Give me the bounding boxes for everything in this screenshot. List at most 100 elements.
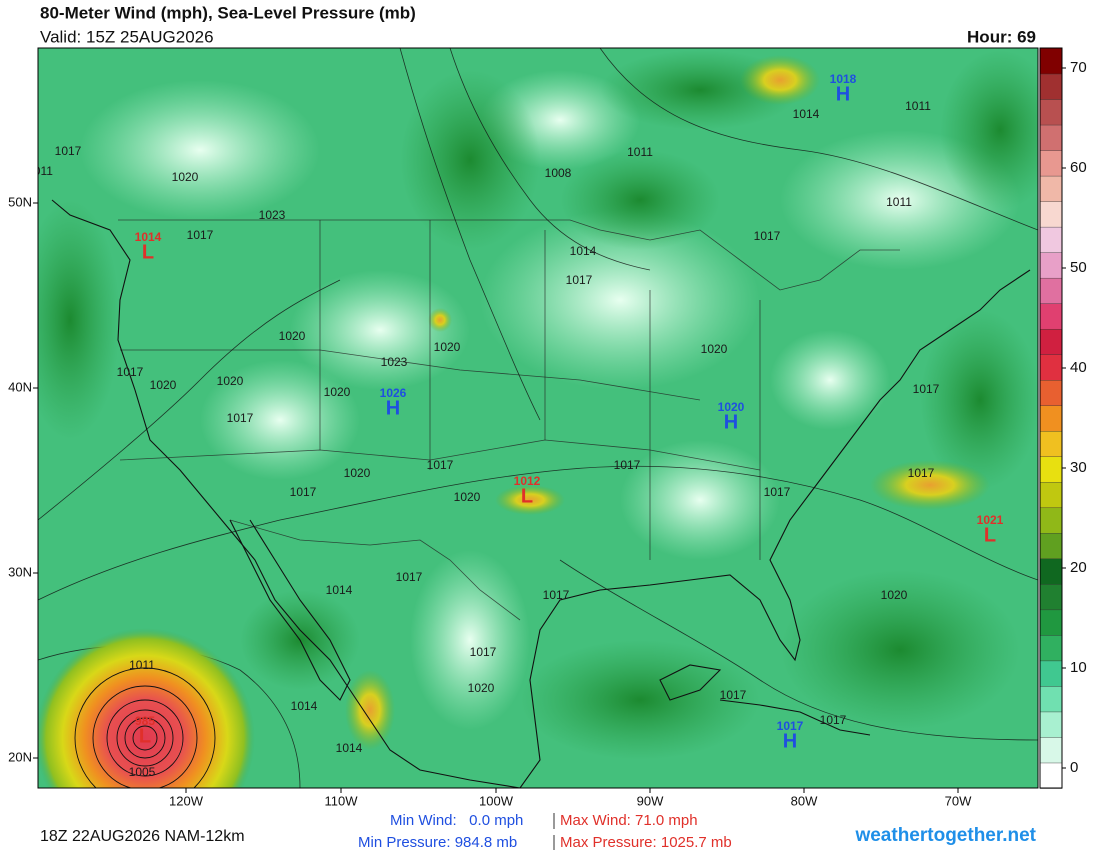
center-pressure: 1017	[777, 719, 804, 733]
isobar-label: 1005	[129, 765, 156, 779]
isobar-label: 1017	[720, 688, 747, 702]
isobar-label: 1017	[908, 466, 935, 480]
isobar-label: 1017	[543, 588, 570, 602]
colorbar-frame	[1039, 47, 1063, 789]
lon-label: 70W	[945, 793, 972, 808]
wind-shading	[770, 330, 890, 430]
isobar-label: 1017	[470, 645, 497, 659]
wind-shading	[520, 640, 760, 760]
wind-shading	[400, 70, 540, 250]
wind-shading	[940, 50, 1038, 210]
max-wind: Max Wind: 71.0 mph	[560, 812, 698, 829]
axes: 50N 40N 30N 20N 120W 110W 100W 90W 80W 70W	[8, 194, 972, 808]
colorbar-label: 20	[1070, 559, 1087, 576]
center-letter: L	[142, 241, 154, 263]
hurricane	[38, 628, 255, 788]
colorbar-bin	[1039, 251, 1063, 279]
isobar-label: 1011	[886, 195, 912, 209]
isobar-label: 1017	[764, 485, 791, 499]
colorbar: 0 10 20 30 40 50 60 70	[1039, 47, 1087, 789]
min-wind: Min Wind: 0.0 mph	[390, 812, 523, 829]
isobar-label: 1014	[793, 107, 820, 121]
wind-shading	[495, 485, 565, 515]
isobar-label: 1017	[55, 144, 82, 158]
wind-shading	[920, 310, 1038, 490]
isobar-label: 1020	[324, 385, 351, 399]
lon-label: 120W	[169, 793, 204, 808]
min-pressure: Min Pressure: 984.8 mb	[358, 834, 517, 850]
colorbar-label: 70	[1070, 59, 1087, 76]
colorbar-bin	[1039, 226, 1063, 253]
isobar-label: 1011	[627, 145, 653, 159]
lon-label: 80W	[791, 793, 818, 808]
center-letter: H	[783, 730, 797, 752]
isobar-label: 1008	[545, 166, 572, 180]
center-letter: L	[139, 725, 151, 747]
colorbar-bin	[1039, 558, 1063, 585]
colorbar-bin	[1039, 762, 1063, 789]
isobar-label: 1023	[259, 208, 286, 222]
colorbar-bin	[1039, 47, 1063, 75]
lat-label: 50N	[8, 194, 32, 209]
colorbar-bin	[1039, 481, 1063, 509]
colorbar-bin	[1039, 736, 1063, 764]
wind-shading	[480, 210, 760, 390]
colorbar-bin	[1039, 124, 1063, 151]
max-pressure: Max Pressure: 1025.7 mb	[560, 834, 732, 850]
colorbar-bin	[1039, 302, 1063, 330]
colorbar-label: 10	[1070, 659, 1087, 676]
colorbar-bin	[1039, 277, 1063, 304]
isobar-label: 1014	[336, 741, 363, 755]
colorbar-bin	[1039, 175, 1063, 202]
isobar-label: 1020	[468, 681, 495, 695]
colorbar-bin	[1039, 583, 1063, 611]
colorbar-bin	[1039, 711, 1063, 738]
site-name: weathertogether.net	[854, 825, 1036, 846]
isobar-label: 1020	[150, 378, 177, 392]
lon-label: 90W	[637, 793, 664, 808]
wind-shading	[780, 570, 1020, 730]
colorbar-bin	[1039, 328, 1063, 355]
isobar-label: 1020	[344, 466, 371, 480]
isobar-label: 1011	[905, 99, 931, 113]
colorbar-bin	[1039, 200, 1063, 228]
colorbar-label: 30	[1070, 459, 1087, 476]
isobar-label: 1017	[820, 713, 847, 727]
colorbar-bin	[1039, 532, 1063, 560]
coastlines	[51, 199, 1031, 788]
colorbar-bin	[1039, 73, 1063, 100]
colorbar-label: 0	[1070, 759, 1078, 776]
title: 80-Meter Wind (mph), Sea-Level Pressure …	[40, 3, 416, 22]
colorbar-label: 60	[1070, 159, 1087, 176]
colorbar-bin	[1039, 354, 1063, 381]
map-frame	[37, 47, 1039, 789]
center-letter: H	[836, 83, 850, 105]
colorbar-bin	[1039, 98, 1063, 126]
center-pressure: 1021	[977, 513, 1004, 527]
wind-shading	[80, 80, 320, 220]
colorbar-bin	[1039, 456, 1063, 483]
lat-label: 30N	[8, 564, 32, 579]
borders	[118, 219, 900, 621]
isobar-label: 1017	[396, 570, 423, 584]
wind-shading	[870, 460, 990, 510]
colorbar-label: 40	[1070, 359, 1087, 376]
isobar-label: 1020	[279, 329, 306, 343]
wind-shading	[428, 308, 452, 332]
isobar-label: 1020	[881, 588, 908, 602]
isobar-label: 1020	[454, 490, 481, 504]
lon-label: 100W	[479, 793, 514, 808]
valid-time: Valid: 15Z 25AUG2026	[40, 27, 214, 46]
isobar-label: 1017	[187, 228, 214, 242]
forecast-hour: Hour: 69	[967, 27, 1036, 46]
isobar-label: 1020	[172, 170, 199, 184]
isobar-label: 1014	[291, 699, 318, 713]
center-pressure: 1014	[135, 230, 162, 244]
isobar-label: 1020	[434, 340, 461, 354]
lat-label: 20N	[8, 749, 32, 764]
lat-label: 40N	[8, 379, 32, 394]
isobar-label: 1020	[217, 374, 244, 388]
isobar-label: 1017	[913, 382, 940, 396]
